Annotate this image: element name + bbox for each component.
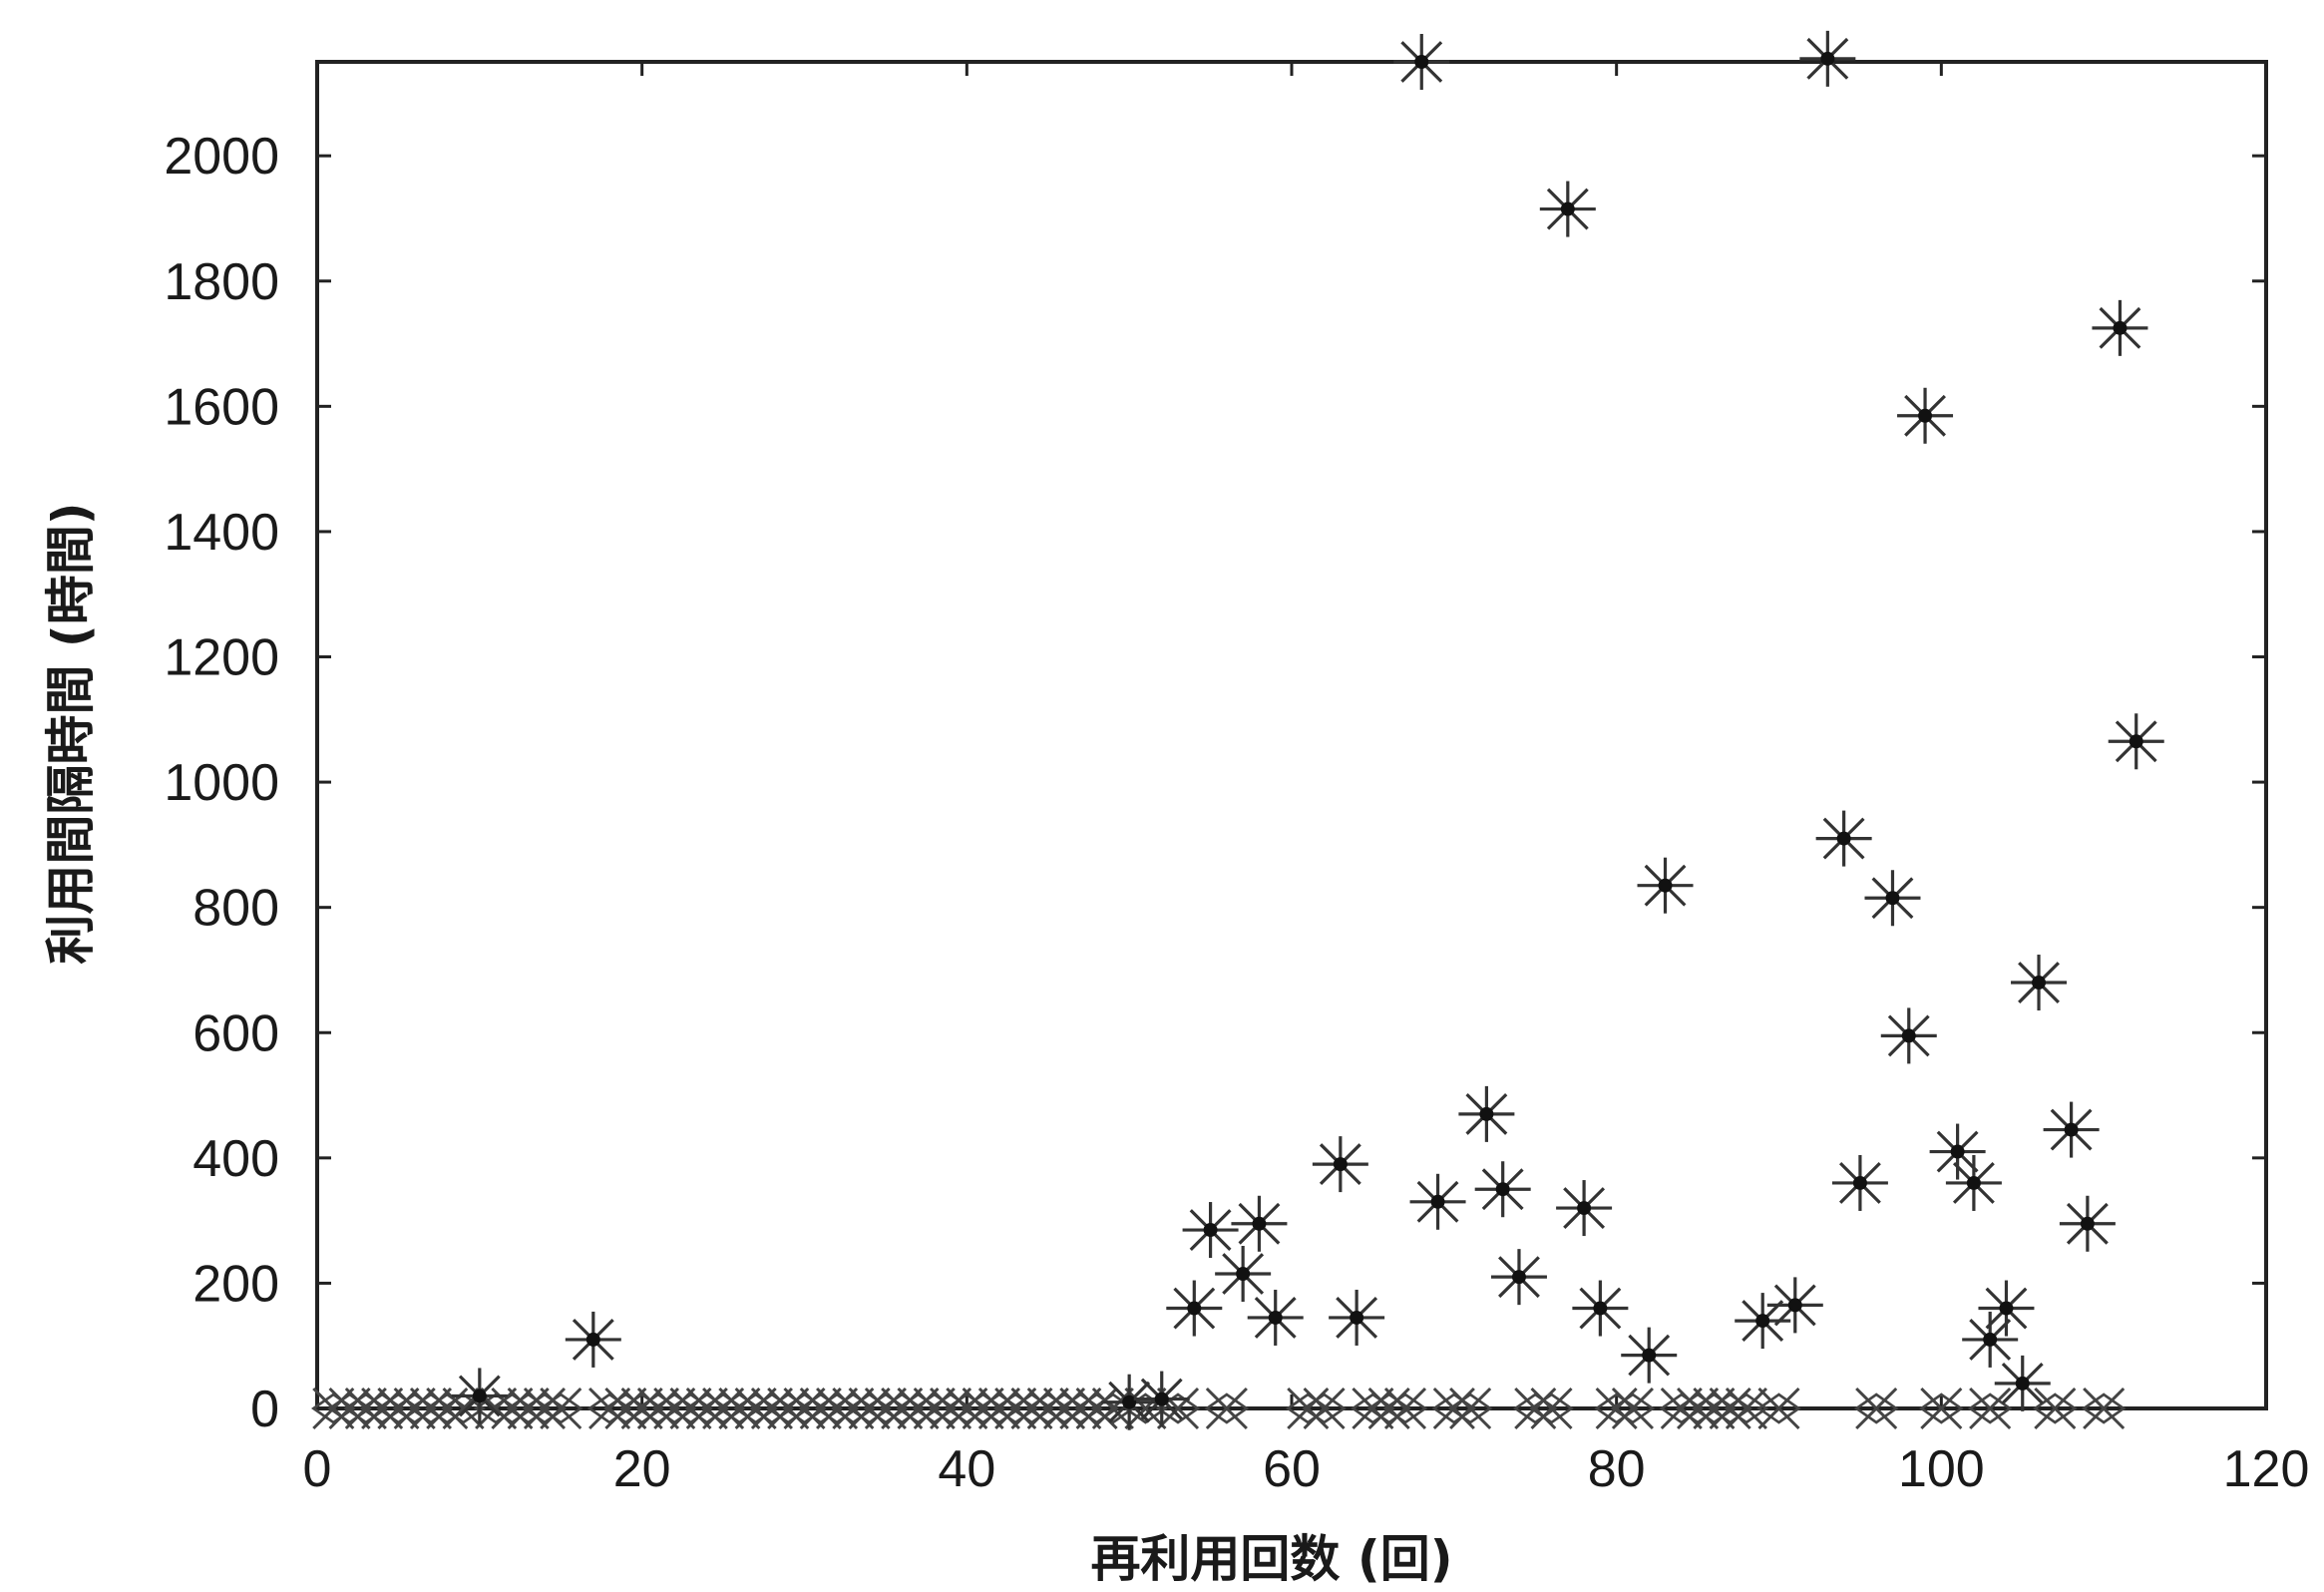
data-point-zero xyxy=(1724,1387,1769,1430)
data-point-star xyxy=(1735,1293,1791,1350)
data-point-star xyxy=(1880,1007,1937,1064)
data-point-zero xyxy=(1090,1387,1136,1430)
y-axis-label: 利用間隔時間 (時間) xyxy=(42,502,100,964)
data-point-star xyxy=(1815,810,1872,867)
y-tick-label: 1200 xyxy=(164,629,279,687)
axis-ticks xyxy=(315,62,2268,1410)
data-point-zero xyxy=(2033,1387,2078,1430)
data-point-star xyxy=(2011,955,2068,1011)
data-point-star xyxy=(1490,1249,1547,1306)
data-point-star xyxy=(1458,1085,1515,1142)
data-point-star xyxy=(1864,870,1921,927)
data-point-star xyxy=(2043,1101,2100,1158)
data-point-star xyxy=(1929,1123,1986,1180)
data-point-star xyxy=(1572,1280,1629,1337)
data-point-star xyxy=(1897,387,1954,444)
data-point-star xyxy=(1231,1195,1288,1252)
data-point-star xyxy=(1539,181,1596,237)
y-tick-label: 800 xyxy=(193,880,279,938)
data-point-star xyxy=(1166,1280,1223,1337)
data-point-zero xyxy=(1853,1387,1899,1430)
y-tick-label: 600 xyxy=(193,1004,279,1062)
data-point-zero xyxy=(1204,1387,1250,1430)
data-point-star xyxy=(1556,1180,1613,1237)
data-point-star xyxy=(1978,1280,2035,1337)
y-tick-label: 2000 xyxy=(164,128,279,186)
data-point-star xyxy=(1994,1355,2051,1411)
y-tick-label: 0 xyxy=(250,1381,279,1438)
data-point-star xyxy=(1329,1289,1385,1346)
data-point-star xyxy=(1831,1154,1888,1211)
data-point-star xyxy=(1247,1289,1304,1346)
data-points xyxy=(311,30,2164,1430)
y-tick-label: 1400 xyxy=(164,504,279,562)
x-tick-label: 60 xyxy=(1263,1440,1321,1498)
x-tick-label: 0 xyxy=(303,1440,332,1498)
data-point-star xyxy=(1799,30,1856,87)
data-point-star xyxy=(1409,1173,1466,1230)
data-point-zero xyxy=(1302,1387,1347,1430)
data-point-star xyxy=(1101,1374,1158,1430)
data-point-star xyxy=(1312,1136,1368,1193)
data-point-zero xyxy=(1919,1387,1964,1430)
x-tick-labels: 0 20 40 60 80 100 120 xyxy=(303,1440,2310,1498)
data-point-star xyxy=(1182,1202,1239,1259)
data-point-zero xyxy=(1529,1387,1574,1430)
data-point-star xyxy=(1133,1371,1190,1427)
data-point-star xyxy=(1474,1161,1531,1218)
y-tick-label: 1000 xyxy=(164,754,279,812)
data-point-zero xyxy=(1447,1387,1493,1430)
data-point-star xyxy=(451,1368,508,1424)
x-tick-label: 120 xyxy=(2223,1440,2310,1498)
x-axis-label: 再利用回数 (回) xyxy=(1090,1530,1452,1588)
y-tick-labels: 0 200 400 600 800 1000 1200 1400 1600 1800 2000 xyxy=(164,128,279,1438)
data-point-star xyxy=(1215,1246,1272,1302)
data-point-star xyxy=(1766,1277,1823,1334)
x-tick-label: 100 xyxy=(1898,1440,1985,1498)
data-point-star xyxy=(1393,34,1450,90)
x-tick-label: 20 xyxy=(613,1440,671,1498)
x-tick-label: 80 xyxy=(1588,1440,1646,1498)
data-point-zero xyxy=(1967,1387,2013,1430)
data-point-zero xyxy=(2081,1387,2127,1430)
data-point-star xyxy=(1637,857,1694,914)
y-tick-label: 400 xyxy=(193,1130,279,1188)
data-point-zero xyxy=(1382,1387,1428,1430)
y-tick-label: 1800 xyxy=(164,253,279,311)
data-point-star xyxy=(565,1311,621,1368)
data-point-star xyxy=(1945,1154,2002,1211)
x-tick-label: 40 xyxy=(938,1440,995,1498)
data-point-star xyxy=(1621,1327,1678,1384)
data-point-zero xyxy=(1756,1387,1801,1430)
data-point-star xyxy=(2108,713,2164,770)
data-point-zero xyxy=(538,1387,583,1430)
data-point-star xyxy=(2092,299,2148,356)
y-tick-label: 200 xyxy=(193,1255,279,1313)
data-point-star xyxy=(2059,1195,2116,1252)
data-point-star xyxy=(1962,1311,2019,1368)
y-tick-label: 1600 xyxy=(164,378,279,436)
data-point-zero xyxy=(1610,1387,1656,1430)
